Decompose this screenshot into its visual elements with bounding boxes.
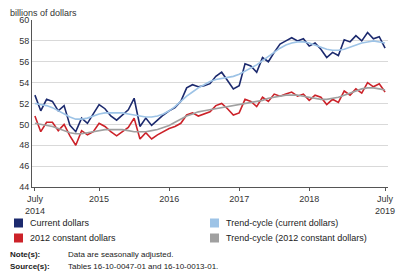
svg-text:Note(s):: Note(s): <box>10 250 40 259</box>
svg-text:56: 56 <box>19 57 29 67</box>
svg-text:Trend-cycle (2012 constant dol: Trend-cycle (2012 constant dollars) <box>226 233 367 243</box>
svg-text:44: 44 <box>19 182 29 192</box>
svg-text:2016: 2016 <box>159 194 179 204</box>
svg-text:Tables 16-10-0047-01 and 16-10: Tables 16-10-0047-01 and 16-10-0013-01. <box>68 262 218 271</box>
svg-text:2012 constant dollars: 2012 constant dollars <box>30 233 116 243</box>
svg-text:58: 58 <box>19 36 29 46</box>
svg-text:2017: 2017 <box>229 194 249 204</box>
svg-text:48: 48 <box>19 140 29 150</box>
svg-text:52: 52 <box>19 99 29 109</box>
svg-text:2015: 2015 <box>89 194 109 204</box>
svg-text:50: 50 <box>19 120 29 130</box>
svg-text:60: 60 <box>19 15 29 25</box>
svg-text:billions of dollars: billions of dollars <box>10 8 77 18</box>
svg-text:Trend-cycle (current dollars): Trend-cycle (current dollars) <box>226 218 338 228</box>
svg-text:46: 46 <box>19 161 29 171</box>
svg-text:July2014: July2014 <box>25 194 45 216</box>
svg-text:Source(s):: Source(s): <box>10 262 50 271</box>
svg-text:2018: 2018 <box>299 194 319 204</box>
svg-text:July2019: July2019 <box>375 194 395 216</box>
svg-text:Current dollars: Current dollars <box>30 218 90 228</box>
svg-text:54: 54 <box>19 78 29 88</box>
svg-text:Data are seasonally adjusted.: Data are seasonally adjusted. <box>68 250 173 259</box>
